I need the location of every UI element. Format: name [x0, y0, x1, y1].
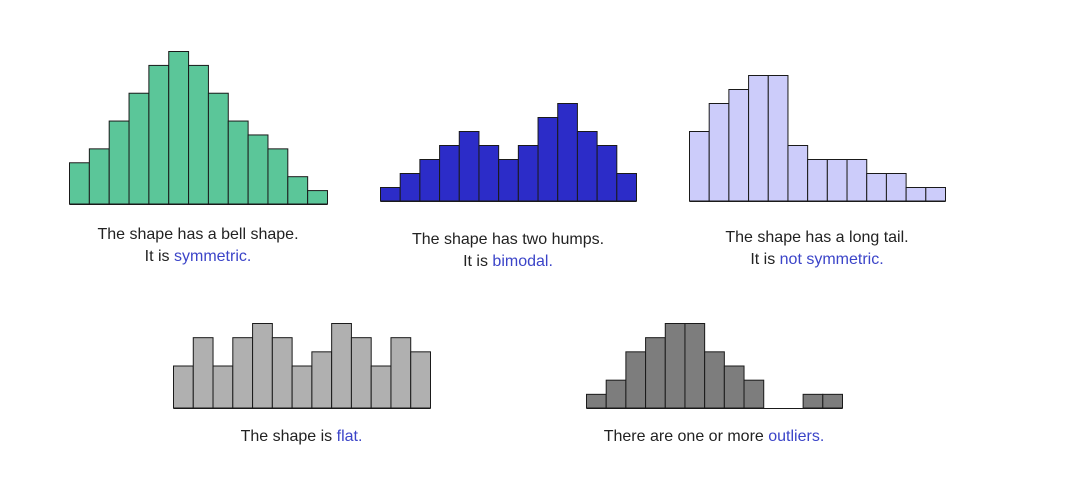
caption-highlight: not symmetric.: [779, 251, 884, 268]
bar-flat-2: [212, 365, 234, 409]
bar-outlier-12: [822, 393, 843, 409]
histogram-bell: [69, 51, 328, 205]
bar-flat-10: [370, 365, 392, 409]
bar-flat-4: [252, 323, 273, 409]
caption-prefix: It is: [463, 253, 493, 270]
caption-line1: The shape has a long tail.: [725, 229, 909, 246]
bar-bell-8: [227, 120, 249, 205]
bar-bimodal-11: [596, 145, 618, 202]
bar-flat-9: [350, 337, 372, 409]
bar-flat-3: [232, 337, 254, 409]
bar-tail-3: [748, 75, 769, 202]
caption-prefix: It is: [144, 248, 174, 265]
panel-long-tail: The shape has a long tail. It is not sym…: [689, 74, 946, 271]
bar-tail-9: [866, 173, 887, 202]
bar-tail-11: [905, 187, 927, 202]
caption-bell: The shape has a bell shape. It is symmet…: [69, 224, 327, 268]
bar-outlier-4: [664, 323, 686, 409]
bar-outlier-1: [605, 379, 627, 409]
bar-tail-4: [767, 75, 789, 202]
panel-flat: The shape is flat.: [173, 322, 431, 448]
bar-bell-5: [168, 51, 190, 205]
bar-bimodal-8: [537, 117, 559, 202]
bar-bell-0: [69, 162, 90, 205]
caption-line2: It is symmetric.: [69, 246, 327, 268]
bar-bimodal-5: [478, 145, 500, 202]
caption-line: There are one or more outliers.: [586, 426, 842, 448]
bar-outlier-11: [802, 393, 824, 409]
bar-outlier-7: [723, 365, 745, 409]
bar-bell-10: [267, 148, 289, 205]
bar-flat-8: [331, 323, 352, 409]
bar-outlier-6: [704, 351, 725, 409]
bar-bell-11: [287, 176, 309, 205]
bar-bimodal-4: [458, 131, 480, 202]
bar-tail-1: [708, 103, 730, 202]
bar-tail-5: [787, 145, 809, 202]
bar-bimodal-12: [616, 173, 637, 202]
caption-flat: The shape is flat.: [173, 426, 430, 448]
bar-flat-12: [410, 351, 431, 409]
bar-tail-0: [689, 131, 710, 202]
bar-bell-4: [148, 64, 170, 205]
histogram-outliers: [586, 323, 843, 409]
bar-bell-3: [128, 92, 150, 205]
caption-line1: The shape has a bell shape.: [97, 226, 299, 243]
histogram-bimodal: [380, 103, 637, 202]
bar-tail-6: [807, 159, 828, 202]
panel-bell-shape: The shape has a bell shape. It is symmet…: [69, 50, 328, 268]
bar-bimodal-3: [439, 145, 460, 202]
bar-flat-6: [291, 365, 313, 409]
caption-highlight: flat.: [336, 428, 363, 445]
bar-tail-8: [846, 159, 868, 202]
caption-tail: The shape has a long tail. It is not sym…: [689, 227, 945, 271]
bar-bell-12: [307, 190, 328, 205]
bar-flat-0: [173, 365, 194, 409]
bar-outlier-2: [625, 351, 647, 409]
caption-highlight: outliers.: [768, 428, 825, 445]
bar-outlier-8: [743, 379, 765, 409]
bar-outlier-5: [684, 323, 706, 409]
bar-outlier-0: [586, 393, 607, 409]
caption-prefix: There are one or more: [603, 428, 769, 445]
caption-prefix: The shape is: [240, 428, 337, 445]
bar-bimodal-10: [576, 131, 598, 202]
bar-bimodal-0: [380, 187, 401, 202]
bar-flat-5: [271, 337, 293, 409]
caption-line2: It is not symmetric.: [689, 249, 945, 271]
panel-bimodal: The shape has two humps. It is bimodal.: [380, 102, 637, 273]
bar-flat-11: [390, 337, 412, 409]
bar-bimodal-6: [498, 159, 519, 202]
caption-line1: The shape has two humps.: [411, 231, 605, 248]
caption-highlight: symmetric.: [174, 248, 252, 265]
bar-tail-10: [885, 173, 907, 202]
caption-outliers: There are one or more outliers.: [586, 426, 842, 448]
bar-tail-12: [925, 187, 946, 202]
caption-prefix: It is: [750, 251, 780, 268]
caption-bimodal: The shape has two humps. It is bimodal.: [380, 229, 636, 273]
bar-tail-2: [728, 89, 750, 202]
bar-bell-7: [207, 92, 229, 205]
histogram-flat: [173, 323, 431, 409]
bar-bell-2: [108, 120, 130, 205]
caption-line2: It is bimodal.: [380, 251, 636, 273]
histogram-long-tail: [689, 75, 946, 202]
panel-outliers: There are one or more outliers.: [586, 322, 843, 448]
bar-bimodal-9: [557, 103, 578, 202]
bar-bell-1: [88, 148, 110, 205]
bar-bell-9: [247, 134, 269, 205]
caption-highlight: bimodal.: [492, 253, 553, 270]
bar-bimodal-2: [419, 159, 441, 202]
bar-bimodal-7: [517, 145, 539, 202]
bar-flat-7: [311, 351, 333, 409]
caption-line: The shape is flat.: [173, 426, 430, 448]
bar-outlier-3: [645, 337, 666, 409]
bar-flat-1: [192, 337, 214, 409]
bar-bell-6: [188, 64, 209, 205]
bar-tail-7: [826, 159, 848, 202]
bar-bimodal-1: [399, 173, 421, 202]
